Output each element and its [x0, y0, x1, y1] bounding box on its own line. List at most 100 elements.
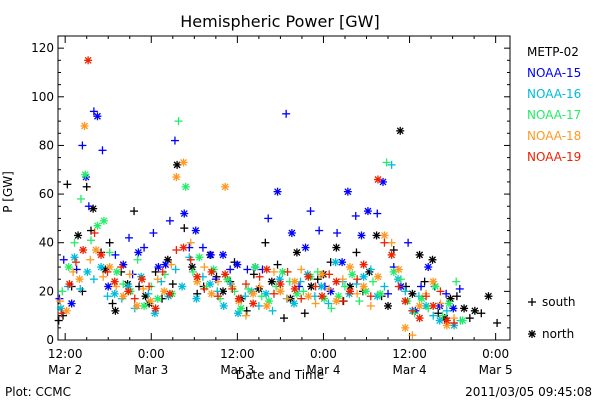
data-point-north	[165, 289, 174, 298]
data-point-south	[396, 275, 405, 284]
data-point-north	[380, 231, 389, 240]
x-axis: 12:00 Mar 2 0:00 Mar 3 12:00 Mar 3 0:00 Mar 4 12…	[48, 36, 513, 377]
x-tick-date-label: Mar 3	[134, 363, 168, 377]
data-point-north	[332, 277, 341, 286]
data-point-north	[290, 284, 299, 293]
data-point-south	[90, 228, 99, 237]
data-point-south	[86, 255, 95, 264]
data-point-south	[366, 265, 375, 274]
x-tick-time-label: 12:00	[220, 347, 255, 361]
data-point-north	[415, 250, 424, 259]
data-point-south	[69, 267, 78, 276]
x-axis-label: Date and Time	[236, 368, 324, 382]
legend-entry-noaa-17: NOAA-17	[527, 108, 581, 122]
data-point-north	[110, 277, 119, 286]
data-point-north	[74, 231, 83, 240]
data-point-south	[193, 289, 202, 298]
data-point-south	[366, 292, 375, 301]
data-point-north	[80, 121, 89, 130]
data-point-north	[192, 294, 201, 303]
data-point-south	[404, 238, 413, 247]
data-point-south	[261, 238, 270, 247]
data-point-south	[255, 272, 264, 281]
y-tick-label: 80	[39, 138, 54, 152]
data-point-north	[429, 277, 438, 286]
data-point-south	[71, 258, 80, 267]
data-point-south	[59, 255, 68, 264]
data-point-south	[130, 294, 139, 303]
y-tick-label: 0	[46, 333, 54, 347]
data-point-south	[149, 228, 158, 237]
data-point-north	[304, 292, 313, 301]
data-point-south	[170, 136, 179, 145]
data-point-north	[262, 265, 271, 274]
data-point-south	[382, 158, 391, 167]
data-point-south	[408, 306, 417, 315]
data-point-north	[79, 246, 88, 255]
x-tick-time-label: 12:00	[392, 347, 427, 361]
data-point-south	[300, 309, 309, 318]
data-point-south	[125, 233, 134, 242]
data-point-north	[93, 221, 102, 230]
data-point-south	[268, 306, 277, 315]
data-point-south	[158, 267, 167, 276]
legend-entry-noaa-18: NOAA-18	[527, 129, 581, 143]
data-point-south	[442, 289, 451, 298]
data-point-north	[97, 263, 106, 272]
data-point-south	[200, 284, 209, 293]
y-axis-label: P [GW]	[1, 171, 15, 213]
data-point-north	[179, 243, 188, 252]
data-point-south	[103, 292, 112, 301]
data-point-south	[228, 284, 237, 293]
data-point-north	[75, 275, 84, 284]
data-point-north	[188, 263, 197, 272]
data-point-north	[81, 170, 90, 179]
data-point-south	[165, 216, 174, 225]
data-point-south	[299, 287, 308, 296]
data-point-south	[380, 238, 389, 247]
data-point-south	[78, 141, 87, 150]
data-point-north	[172, 173, 181, 182]
data-point-north	[236, 304, 245, 313]
data-point-north	[292, 248, 301, 257]
data-point-south	[213, 277, 222, 286]
data-point-south	[442, 306, 451, 315]
data-point-south	[455, 284, 464, 293]
data-point-south	[280, 314, 288, 323]
data-point-north	[267, 277, 276, 286]
data-point-south	[324, 299, 333, 308]
data-point-south	[452, 277, 461, 286]
data-point-south	[408, 331, 417, 340]
data-point-north	[112, 267, 121, 276]
data-point-north	[161, 260, 170, 269]
data-point-north	[346, 263, 355, 272]
data-point-north	[153, 294, 162, 303]
data-point-south	[63, 180, 72, 189]
data-point-south	[311, 299, 320, 308]
data-point-north	[146, 297, 155, 306]
x-tick-date-label: Mar 3	[220, 363, 254, 377]
y-axis: 0 20 40 60 80 100 120	[31, 41, 510, 347]
data-point-north	[301, 243, 310, 252]
data-point-north	[134, 248, 143, 257]
data-point-south	[283, 294, 292, 303]
y-tick-label: 60	[39, 187, 54, 201]
data-point-south	[105, 238, 114, 247]
data-point-north	[372, 231, 381, 240]
data-point-north	[249, 299, 258, 308]
data-point-south	[82, 182, 91, 191]
data-point-south	[70, 238, 79, 247]
data-point-north	[251, 263, 260, 272]
data-point-south	[338, 275, 347, 284]
data-point-south	[186, 255, 195, 264]
data-point-south	[89, 275, 98, 284]
data-point-north	[470, 306, 479, 315]
data-point-south	[226, 265, 235, 274]
x-tick-date-label: Mar 4	[393, 363, 427, 377]
data-point-north	[83, 267, 92, 276]
marker-legend-label: north	[542, 327, 574, 341]
data-point-north	[233, 260, 242, 269]
data-point-south	[172, 246, 181, 255]
data-point-north	[394, 265, 403, 274]
data-point-north	[207, 267, 216, 276]
